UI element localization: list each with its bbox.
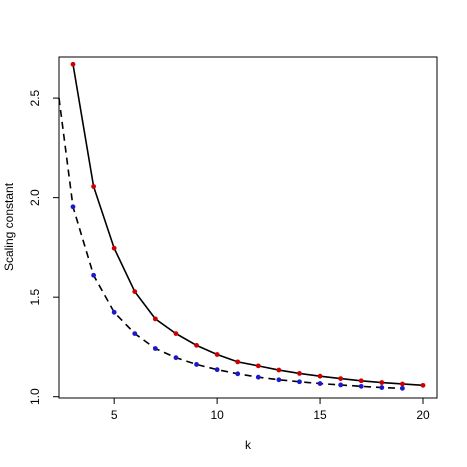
series-2-point [338, 382, 344, 388]
series-2-point [358, 383, 364, 389]
series-1-point [173, 331, 179, 337]
series-2-point [235, 371, 241, 377]
series-2-point [255, 374, 261, 380]
series-1-point [111, 245, 117, 251]
x-tick-label: 5 [111, 408, 118, 422]
series-2-point [152, 346, 158, 351]
x-axis-title: k [245, 438, 252, 452]
series-1-point [420, 382, 426, 388]
y-axis-title: Scaling constant [2, 182, 16, 271]
series-1-point [400, 381, 405, 387]
series-1-point [152, 316, 158, 322]
series-1-point [317, 373, 323, 379]
series-2-point [317, 381, 323, 386]
series-2-point [194, 362, 199, 367]
points-layer [70, 61, 426, 391]
series-1-point [358, 378, 364, 384]
x-tick-label: 15 [313, 408, 327, 422]
series-2-point [297, 379, 302, 385]
x-tick-label: 20 [416, 408, 430, 422]
y-tick-label: 1.5 [28, 289, 42, 306]
series-1-point [235, 359, 241, 365]
series-2-point [379, 385, 385, 390]
series-2-point [214, 367, 220, 373]
series-2-point [276, 377, 282, 383]
series-2-point [173, 355, 179, 361]
series-2-point [70, 204, 76, 210]
series-1-point [91, 184, 96, 189]
plot-frame [58, 56, 438, 399]
series-1-point [132, 289, 138, 294]
x-tick-label: 10 [210, 408, 224, 422]
series-1-point [70, 61, 76, 67]
series-2-point [400, 385, 405, 391]
series-2-point [111, 309, 117, 315]
series-2-line [58, 98, 403, 390]
axes: 5 10 15 20 1.0 1.5 2.0 2.5 [28, 89, 430, 422]
series-1-point [194, 342, 199, 348]
series-1-point [338, 376, 344, 381]
y-tick-label: 1.0 [28, 388, 42, 405]
series-2-point [132, 331, 138, 337]
series-2-point [91, 272, 96, 278]
series-1-point [379, 380, 385, 385]
series-1-point [214, 352, 220, 357]
series-1-line [72, 64, 424, 387]
series-1-point [255, 363, 261, 369]
y-tick-label: 2.5 [28, 89, 42, 106]
series-layer [58, 64, 424, 390]
series-1-point [276, 367, 282, 373]
y-tick-label: 2.0 [28, 189, 42, 206]
series-1-point [297, 371, 302, 376]
